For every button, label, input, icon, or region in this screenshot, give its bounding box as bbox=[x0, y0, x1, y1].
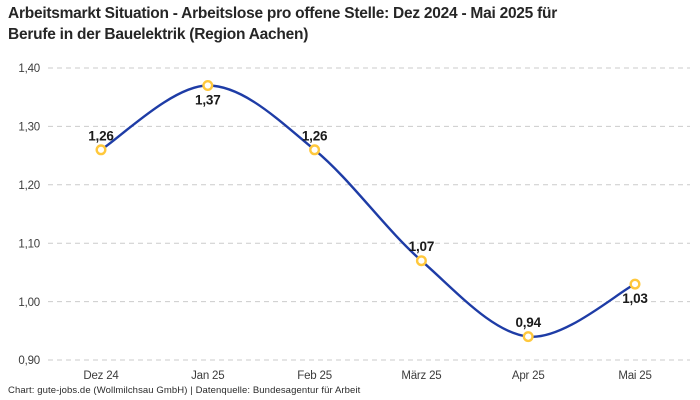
attribution-footer: Chart: gute-jobs.de (Wollmilchsau GmbH) … bbox=[8, 385, 361, 396]
gridlines bbox=[48, 67, 690, 361]
x-tick-label: Mai 25 bbox=[618, 370, 651, 382]
data-point-marker bbox=[309, 144, 321, 156]
y-tick-label: 0,90 bbox=[18, 355, 40, 367]
x-tick-label: Jan 25 bbox=[191, 370, 224, 382]
x-tick-label: Apr 25 bbox=[512, 370, 545, 382]
x-tick-label: Dez 24 bbox=[83, 370, 119, 382]
x-tick-label: März 25 bbox=[401, 370, 441, 382]
chart-title-line2: Berufe in der Bauelektrik (Region Aachen… bbox=[8, 26, 309, 43]
data-point-value-label: 1,26 bbox=[88, 128, 114, 143]
data-point-value-label: 1,07 bbox=[409, 239, 434, 254]
y-axis-tick-labels: 1,40 1,30 1,20 1,10 1,00 0,90 bbox=[18, 63, 40, 367]
data-point-value-label: 1,03 bbox=[622, 291, 648, 306]
series-line bbox=[99, 84, 637, 338]
data-point-marker bbox=[202, 79, 214, 91]
data-point-labels: 1,26 1,37 1,26 1,07 0,94 1,03 bbox=[88, 93, 648, 331]
x-tick-label: Feb 25 bbox=[297, 370, 332, 382]
data-point-marker bbox=[629, 278, 641, 290]
data-point-value-label: 1,26 bbox=[302, 128, 328, 143]
chart-title: Arbeitsmarkt Situation - Arbeitslose pro… bbox=[8, 3, 684, 45]
data-point-markers bbox=[95, 79, 641, 343]
data-point-value-label: 1,37 bbox=[195, 93, 220, 108]
y-tick-label: 1,30 bbox=[18, 122, 40, 134]
data-point-marker bbox=[95, 144, 107, 156]
chart-title-line1: Arbeitsmarkt Situation - Arbeitslose pro… bbox=[8, 5, 558, 22]
data-point-marker bbox=[415, 255, 427, 267]
x-axis-tick-labels: Dez 24 Jan 25 Feb 25 März 25 Apr 25 Mai 25 bbox=[83, 370, 651, 382]
data-point-marker bbox=[522, 331, 534, 343]
y-tick-label: 1,40 bbox=[18, 63, 40, 75]
y-tick-label: 1,10 bbox=[18, 238, 40, 250]
y-tick-label: 1,00 bbox=[18, 297, 40, 309]
y-tick-label: 1,20 bbox=[18, 180, 40, 192]
data-point-value-label: 0,94 bbox=[515, 315, 541, 330]
